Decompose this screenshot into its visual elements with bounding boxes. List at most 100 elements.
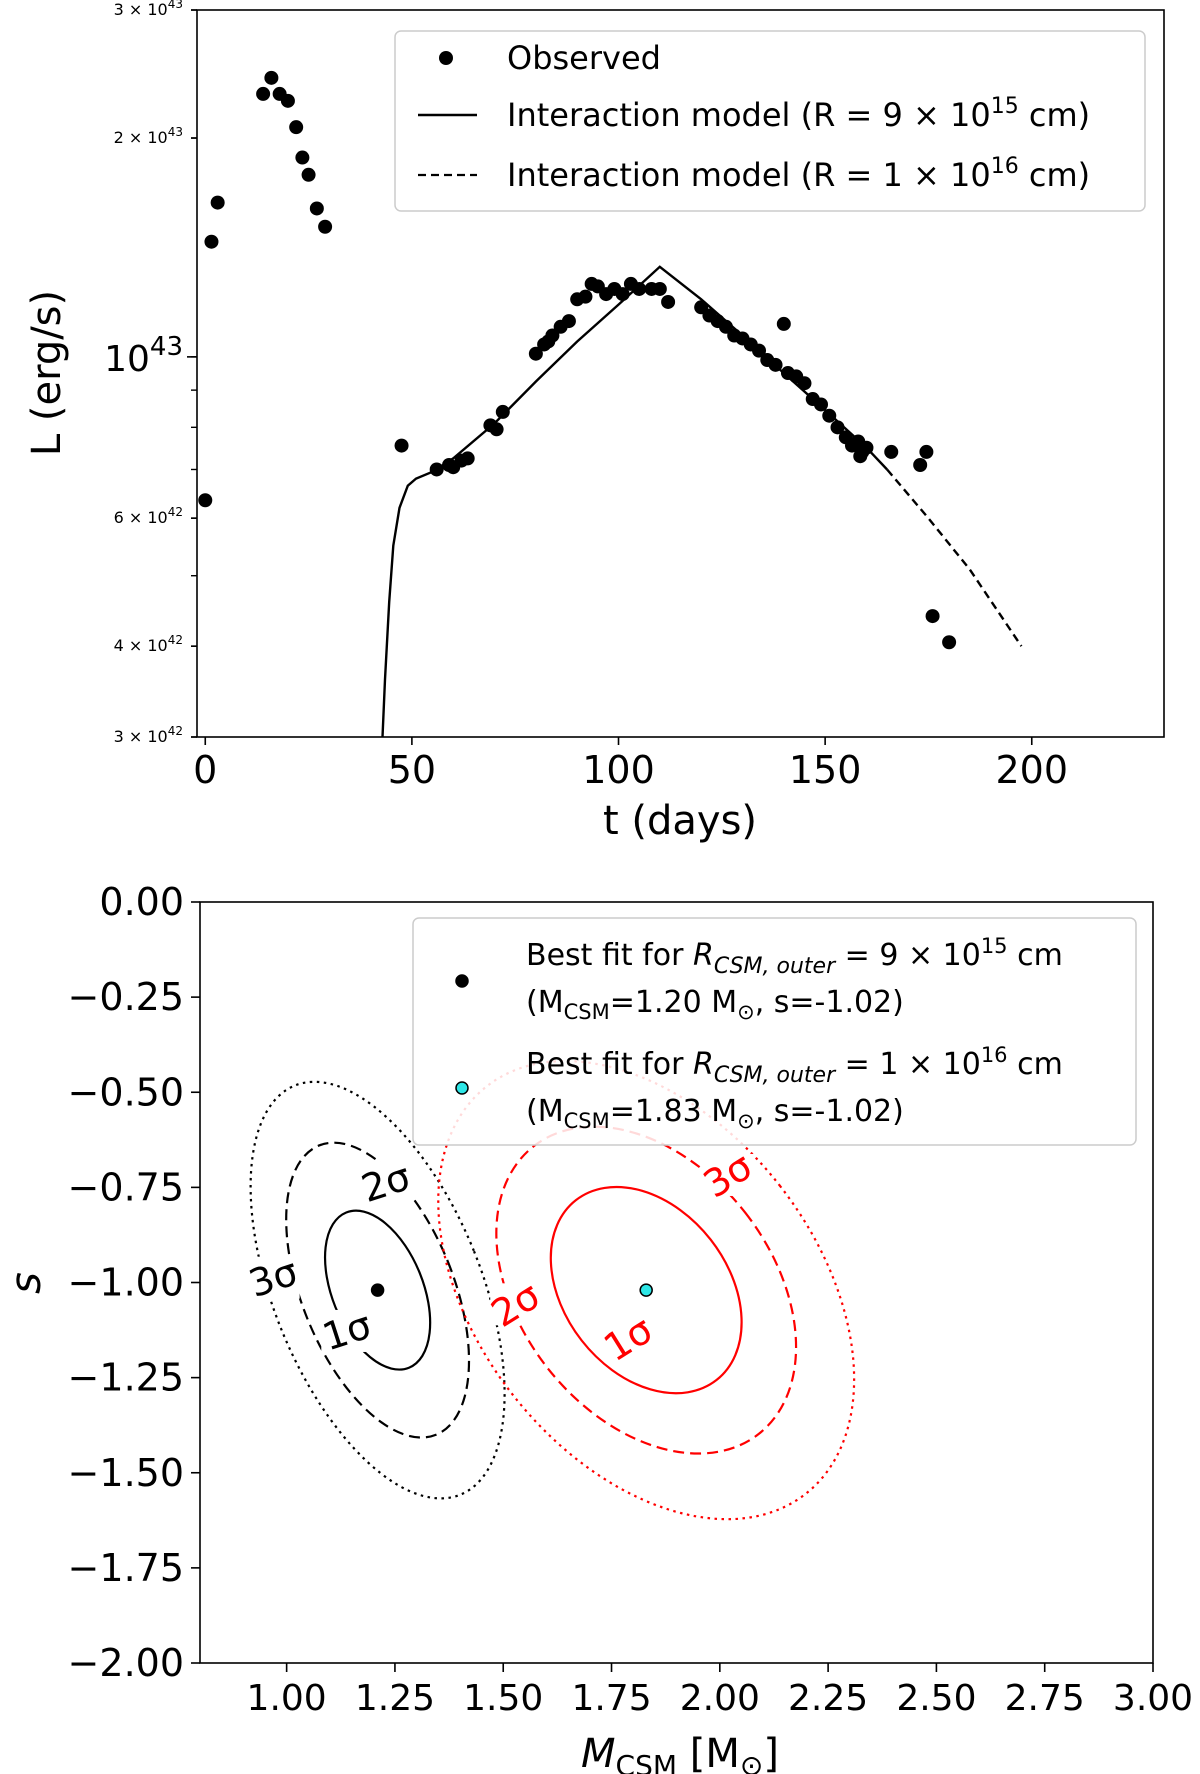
contour-black-1sigma bbox=[323, 1209, 432, 1371]
top-x-tick-label: 150 bbox=[789, 748, 862, 792]
legend-cyan-unit: cm bbox=[1008, 1047, 1063, 1082]
contour-black-3sigma bbox=[249, 1080, 506, 1500]
model-line-solid bbox=[381, 265, 888, 738]
bottom-y-tick-label: −0.75 bbox=[68, 1165, 184, 1209]
legend-cyan-l2sub: CSM bbox=[564, 1109, 610, 1133]
best-fit-markers bbox=[370, 1283, 653, 1297]
observed-point bbox=[210, 195, 225, 210]
bottom-legend: Best fit for RCSM, outer = 9 × 1015 cm (… bbox=[412, 917, 1137, 1146]
observed-point bbox=[528, 346, 543, 361]
legend-black-l2sub: CSM bbox=[564, 1000, 610, 1024]
legend-black-l2a: (M bbox=[526, 985, 564, 1020]
legend-black-fit-line2: (MCSM=1.20 M⊙, s=-1.02) bbox=[526, 985, 904, 1024]
top-y-tick-label: 4 × 1042 bbox=[114, 633, 183, 655]
observed-point bbox=[489, 422, 504, 437]
legend-black-l2rest: =1.20 M bbox=[610, 985, 737, 1020]
top-legend: Observed Interaction model (R = 9 × 1015… bbox=[394, 30, 1146, 212]
legend-black-l2end: , s=-1.02) bbox=[755, 985, 904, 1020]
observed-point bbox=[822, 408, 837, 423]
top-x-ticks: 0 50 100 150 200 bbox=[193, 737, 1068, 792]
contour-label-bg bbox=[321, 1309, 374, 1352]
observed-point bbox=[925, 609, 940, 624]
observed-point bbox=[913, 458, 928, 473]
legend-black-fit-line1: Best fit for RCSM, outer = 9 × 1015 cm bbox=[526, 934, 1063, 979]
top-y-tick-label: 3 × 1043 bbox=[114, 0, 183, 19]
legend-dashed-after: cm) bbox=[1019, 156, 1090, 194]
top-x-tick-label: 0 bbox=[193, 748, 217, 792]
top-y-tick-mant: 3 × 10 bbox=[114, 0, 168, 19]
bottom-x-tick-label: 2.50 bbox=[896, 1678, 976, 1719]
observed-point bbox=[661, 294, 676, 309]
observed-point bbox=[318, 219, 333, 234]
top-y-tick-mant: 2 × 10 bbox=[114, 128, 168, 147]
top-y-axis-label: L (erg/s) bbox=[24, 290, 70, 456]
contour-label-bg bbox=[702, 1153, 755, 1196]
observed-point bbox=[561, 314, 576, 329]
legend-observed-label: Observed bbox=[507, 39, 661, 77]
top-y-tick-mant: 6 × 10 bbox=[114, 508, 168, 527]
observed-point bbox=[198, 493, 213, 508]
legend-cyan-fit-line1: Best fit for RCSM, outer = 1 × 1016 cm bbox=[526, 1043, 1063, 1088]
top-y-tick-exp: 43 bbox=[150, 332, 183, 362]
bottom-y-tick-label: −0.50 bbox=[68, 1070, 184, 1114]
legend-black-sym: R bbox=[693, 938, 714, 973]
observed-point bbox=[280, 93, 295, 108]
top-x-tick-label: 200 bbox=[995, 748, 1068, 792]
top-y-tick-mant: 4 × 10 bbox=[114, 636, 168, 655]
observed-point bbox=[301, 167, 316, 182]
legend-black-fit-marker bbox=[455, 974, 469, 988]
contour-panel: −2.00 −1.75 −1.50 −1.25 −1.00 −0.75 −0.50 −0.25… bbox=[1, 880, 1193, 1774]
top-y-tick-mant: 3 × 10 bbox=[114, 727, 168, 746]
observed-point bbox=[204, 234, 219, 249]
observed-point bbox=[264, 70, 279, 85]
observed-point bbox=[853, 449, 868, 464]
contour-ellipses bbox=[249, 1059, 856, 1521]
top-model-lines bbox=[381, 265, 1023, 738]
observed-point bbox=[545, 328, 560, 343]
bottom-x-axis-label: MCSM [M⊙] bbox=[581, 1731, 779, 1774]
legend-black-unit: cm bbox=[1008, 938, 1063, 973]
bottom-x-tick-label: 1.50 bbox=[463, 1678, 543, 1719]
bottom-y-tick-label: −1.50 bbox=[68, 1451, 184, 1495]
top-y-tick-label: 6 × 1042 bbox=[114, 505, 183, 527]
bottom-x-tick-label: 2.25 bbox=[788, 1678, 868, 1719]
contour-label-bg bbox=[490, 1283, 543, 1326]
legend-black-l2sun: ⊙ bbox=[737, 1000, 755, 1024]
contour-red-2sigma bbox=[495, 1125, 798, 1455]
legend-solid-text: Interaction model (R = 9 × 10 bbox=[507, 96, 991, 134]
bottom-x-tick-label: 1.75 bbox=[571, 1678, 651, 1719]
contour-label-bg bbox=[360, 1161, 413, 1204]
observed-point bbox=[776, 316, 791, 331]
top-observed-points bbox=[198, 70, 957, 650]
legend-cyan-l2end: , s=-1.02) bbox=[755, 1094, 904, 1129]
contour-label-bg bbox=[602, 1317, 655, 1360]
top-y-tick-mant: 10 bbox=[104, 339, 150, 380]
bottom-y-tick-label: −0.25 bbox=[68, 975, 184, 1019]
observed-point bbox=[289, 120, 304, 135]
bottom-y-ticks: −2.00 −1.75 −1.50 −1.25 −1.00 −0.75 −0.50 −0.25… bbox=[68, 880, 200, 1685]
legend-cyan-fit-marker bbox=[455, 1081, 469, 1095]
contour-red-3sigma bbox=[437, 1059, 856, 1521]
observed-point bbox=[256, 86, 271, 101]
observed-point bbox=[884, 444, 899, 459]
contour-label-bg bbox=[247, 1256, 300, 1299]
observed-point bbox=[578, 289, 593, 304]
top-x-tick-label: 100 bbox=[582, 748, 655, 792]
contour-label-red-3sigma: 3σ bbox=[696, 1144, 760, 1207]
observed-point bbox=[797, 376, 812, 391]
x-label-sun: ⊙ bbox=[740, 1749, 763, 1774]
legend-solid-exp: 15 bbox=[991, 94, 1019, 119]
legend-solid-after: cm) bbox=[1019, 96, 1090, 134]
bottom-x-tick-label: 3.00 bbox=[1113, 1678, 1193, 1719]
observed-point bbox=[460, 451, 475, 466]
bottom-x-tick-label: 1.25 bbox=[355, 1678, 435, 1719]
top-axes-frame bbox=[196, 9, 1165, 738]
legend-dashed-label: Interaction model (R = 1 × 1016 cm) bbox=[507, 154, 1090, 194]
bottom-x-tick-label: 2.75 bbox=[1005, 1678, 1085, 1719]
legend-cyan-l2a: (M bbox=[526, 1094, 564, 1129]
x-label-close: ] bbox=[763, 1731, 779, 1774]
bottom-y-tick-label: −1.75 bbox=[68, 1546, 184, 1590]
